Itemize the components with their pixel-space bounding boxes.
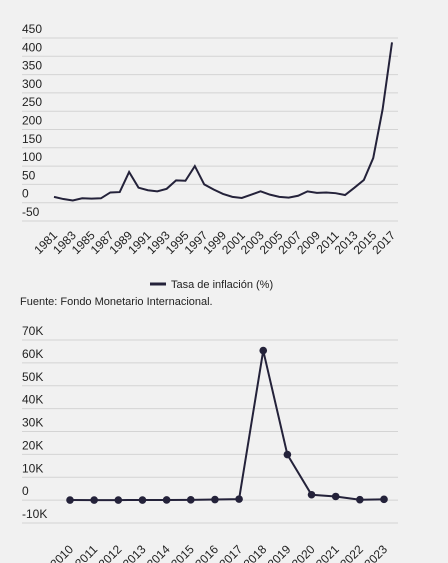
data-point xyxy=(331,492,340,501)
x-tick-label: 2023 xyxy=(361,542,390,563)
y-tick-label: 50K xyxy=(22,370,43,384)
data-point xyxy=(307,490,316,499)
y-tick-label: 0 xyxy=(22,187,29,201)
data-point xyxy=(235,495,243,503)
data-line xyxy=(53,42,393,202)
y-tick-label: -10K xyxy=(22,507,47,521)
data-point xyxy=(211,495,219,504)
y-tick-label: 100 xyxy=(22,150,42,164)
y-tick-label: 30K xyxy=(22,416,43,430)
source-note: Fuente: Fondo Monetario Internacional. xyxy=(20,296,213,308)
y-tick-label: 20K xyxy=(22,438,43,452)
y-tick-label: 0 xyxy=(22,484,29,498)
data-point xyxy=(186,496,195,504)
data-point xyxy=(90,496,98,504)
y-tick-label: 50 xyxy=(22,168,36,182)
y-tick-label: 40K xyxy=(22,393,43,407)
data-point xyxy=(114,496,123,504)
y-tick-label: 10K xyxy=(22,461,43,475)
legend-label: Tasa de inflación (%) xyxy=(171,279,273,291)
data-point xyxy=(66,496,74,504)
data-point xyxy=(138,496,147,504)
y-tick-label: 300 xyxy=(22,77,42,91)
y-tick-label: 400 xyxy=(22,40,42,54)
y-tick-label: 60K xyxy=(22,347,43,361)
data-point xyxy=(259,346,268,355)
y-tick-label: 350 xyxy=(22,59,42,73)
y-tick-label: 150 xyxy=(22,132,42,146)
data-point xyxy=(356,495,364,504)
data-point xyxy=(380,495,388,504)
data-point xyxy=(162,496,171,504)
y-tick-label: -50 xyxy=(22,205,40,219)
y-tick-label: 450 xyxy=(22,22,42,36)
y-tick-label: 70K xyxy=(22,324,43,338)
y-tick-label: 250 xyxy=(22,95,42,109)
data-line xyxy=(69,350,385,502)
data-point xyxy=(283,450,292,459)
x-tick-label: 2017 xyxy=(369,228,398,257)
y-tick-label: 200 xyxy=(22,114,42,128)
